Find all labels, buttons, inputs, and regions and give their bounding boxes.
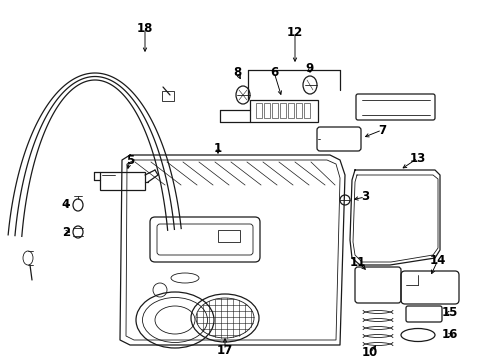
Text: 15: 15 <box>441 306 457 320</box>
Text: 5: 5 <box>125 153 134 166</box>
Text: 1: 1 <box>214 141 222 154</box>
Text: 14: 14 <box>429 253 445 266</box>
Bar <box>280 103 285 118</box>
Bar <box>162 91 174 101</box>
Text: 17: 17 <box>217 343 233 356</box>
Bar <box>295 103 302 118</box>
Text: 7: 7 <box>377 123 385 136</box>
Text: 11: 11 <box>349 256 366 269</box>
Bar <box>287 103 293 118</box>
Text: 6: 6 <box>269 66 278 78</box>
Text: 2: 2 <box>62 225 70 238</box>
Text: 18: 18 <box>137 22 153 35</box>
Text: 3: 3 <box>360 190 368 203</box>
Text: 13: 13 <box>409 152 425 165</box>
Text: 4: 4 <box>62 198 70 211</box>
Bar <box>256 103 262 118</box>
Text: 9: 9 <box>305 62 313 75</box>
Bar <box>218 230 240 242</box>
Text: 8: 8 <box>232 66 241 78</box>
Text: 12: 12 <box>286 26 303 39</box>
Bar <box>264 103 269 118</box>
Text: 16: 16 <box>441 328 457 342</box>
Text: 10: 10 <box>361 346 377 360</box>
Bar <box>271 103 278 118</box>
Bar <box>304 103 309 118</box>
